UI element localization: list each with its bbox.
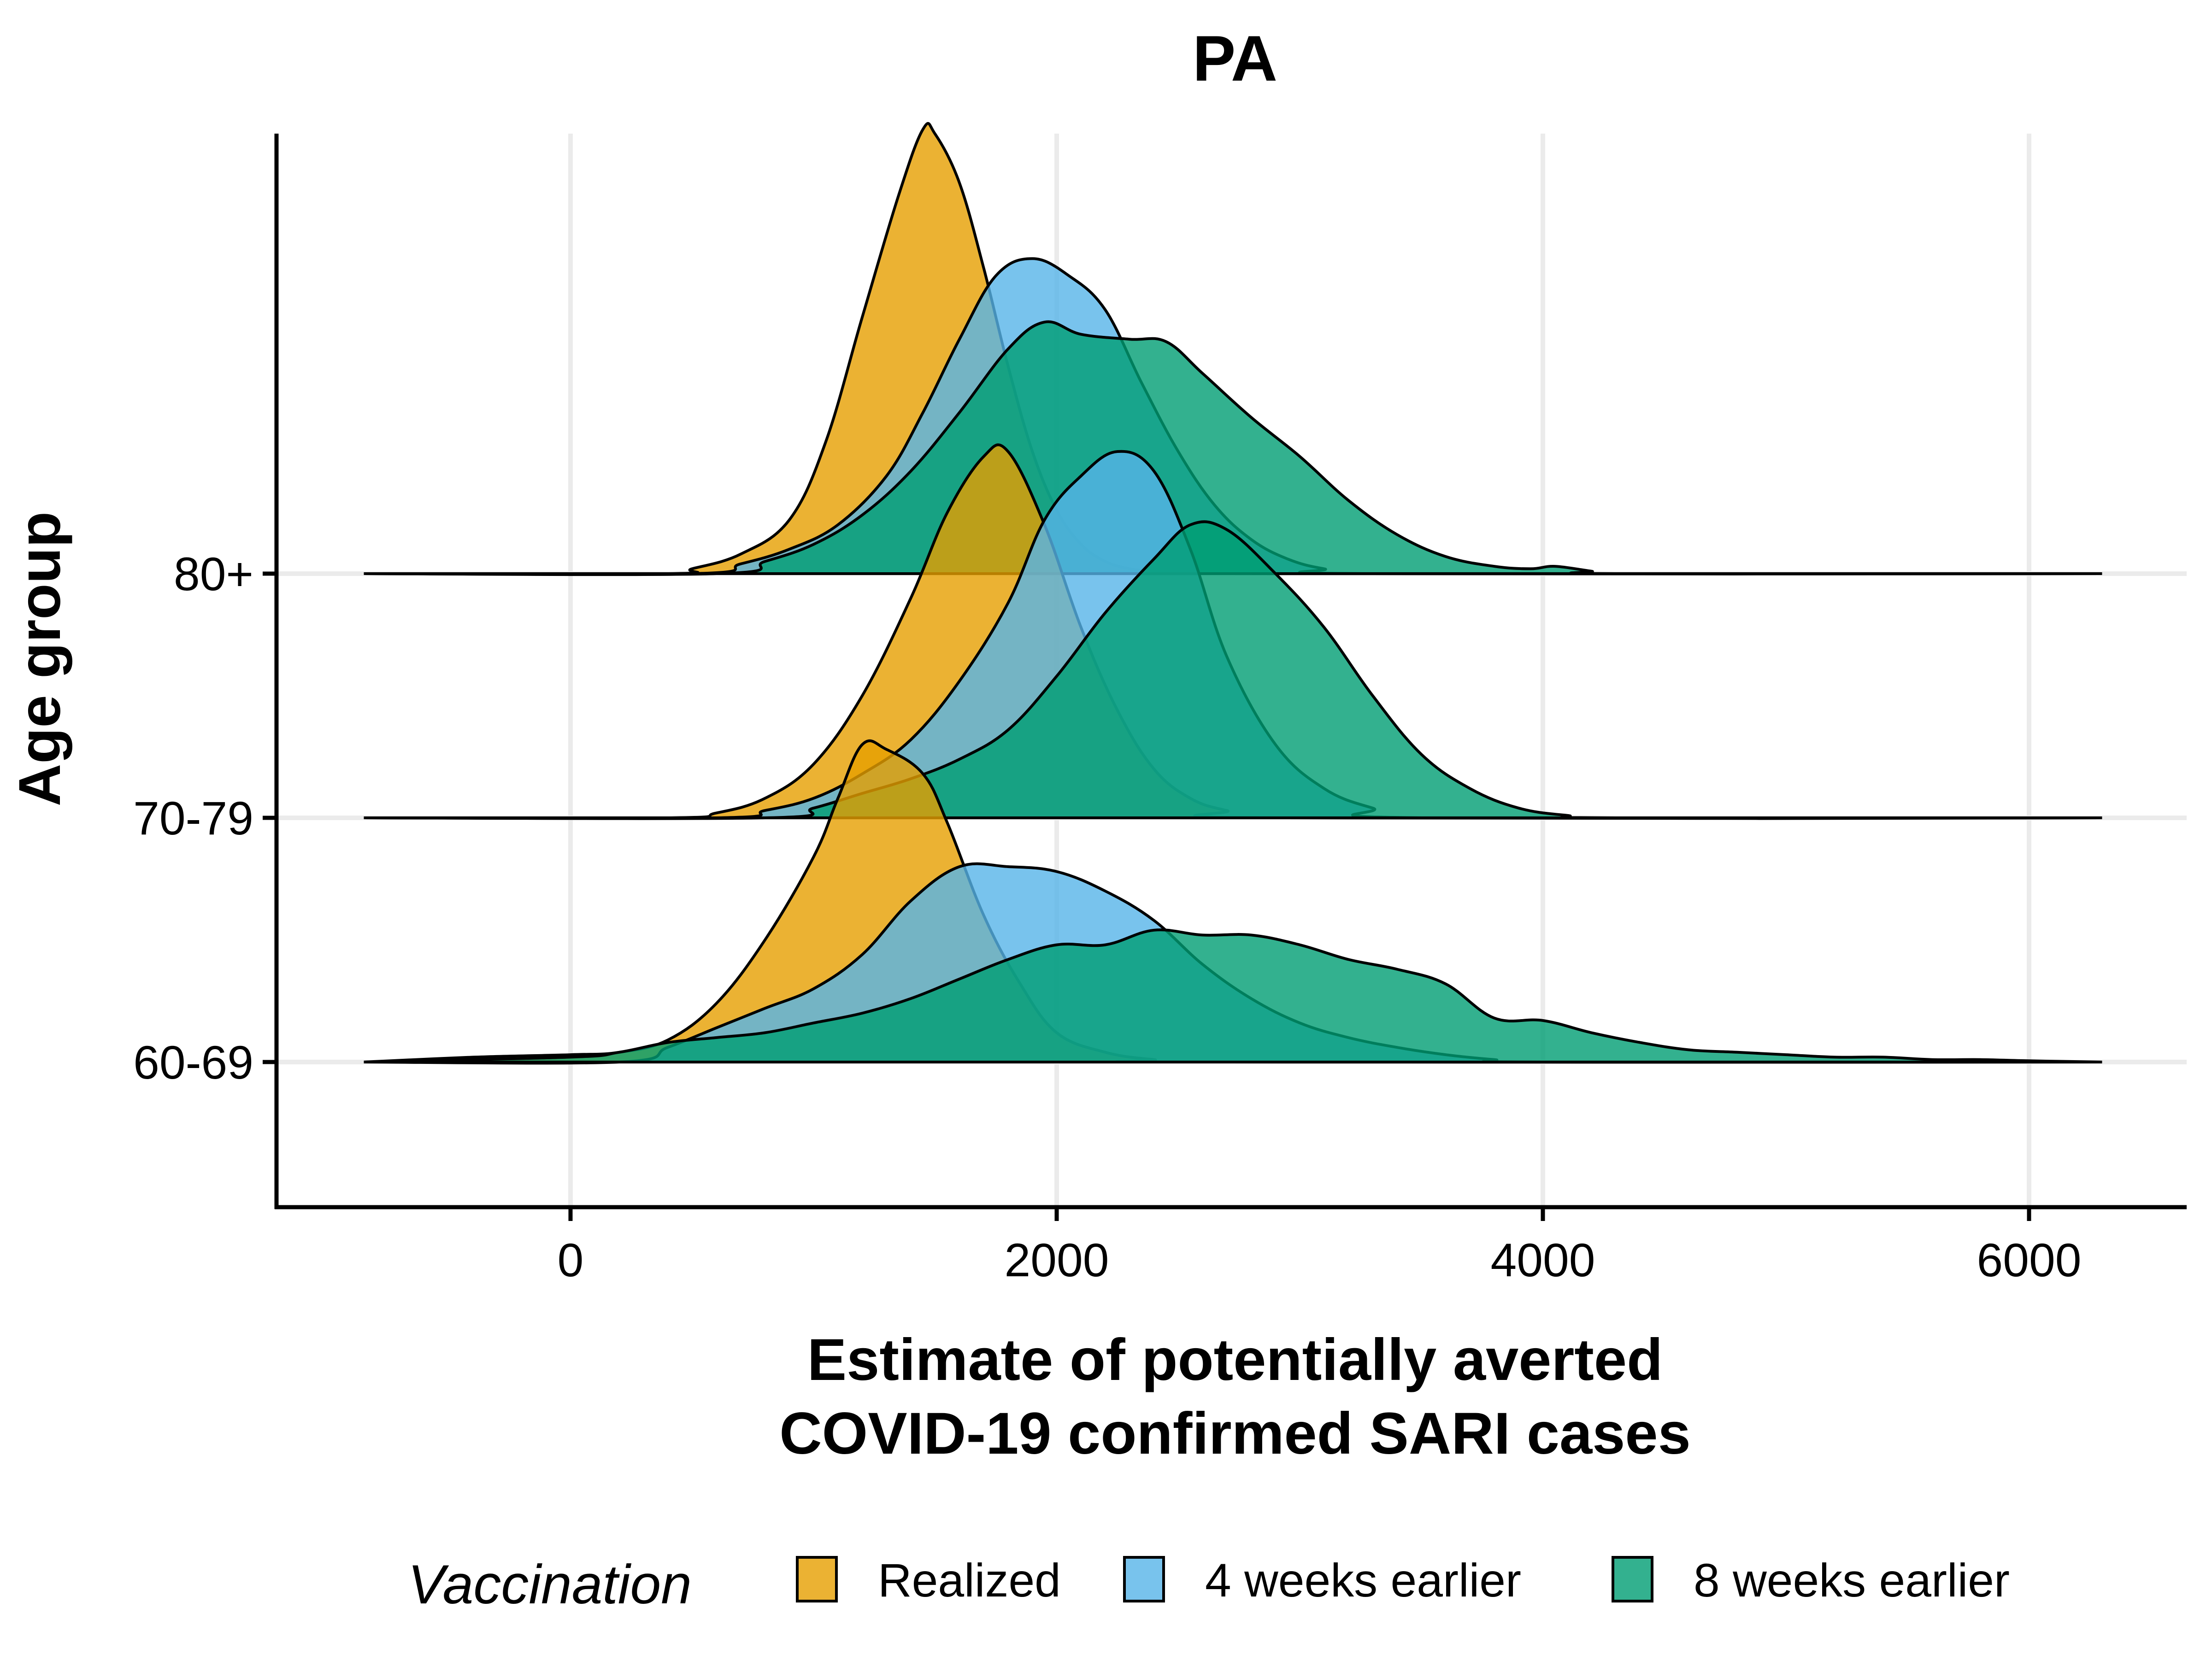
ridge-area-70-79-w8 <box>364 522 2102 819</box>
x-axis-title-line-1: Estimate of potentially averted <box>807 1327 1663 1393</box>
ridge-outline-60-69-w8 <box>364 928 2102 1063</box>
ridge-outline-70-79-w8 <box>364 520 2102 820</box>
ridge-area-60-69-w8 <box>364 930 2102 1062</box>
ridge-area-60-69-realized <box>364 740 2102 1062</box>
ridge-group-80+ <box>364 122 2102 576</box>
x-tick-label-2: 4000 <box>1491 1234 1595 1286</box>
y-tick-label-80+: 80+ <box>174 548 253 600</box>
legend-title: Vaccination <box>408 1554 692 1615</box>
legend-key-realized <box>796 1556 838 1602</box>
ridge-outline-80+-w8 <box>364 320 2102 576</box>
ridge-group-70-79 <box>364 443 2102 820</box>
ridge-area-80+-w8 <box>364 322 2102 575</box>
chart-title: PA <box>1193 22 1277 94</box>
legend-key-w4 <box>1123 1556 1165 1602</box>
x-tick-label-1: 2000 <box>1005 1234 1109 1286</box>
legend-label-w4: 4 weeks earlier <box>1205 1554 1521 1607</box>
x-tick-label-3: 6000 <box>1977 1234 2082 1286</box>
y-axis-title: Age group <box>7 511 73 806</box>
x-axis-title-line-2: COVID-19 confirmed SARI cases <box>779 1401 1691 1467</box>
legend-key-w8 <box>1612 1556 1653 1602</box>
legend-label-w8: 8 weeks earlier <box>1694 1554 2010 1607</box>
y-tick-label-60-69: 60-69 <box>133 1036 253 1089</box>
axes: 0 2000 4000 6000 80+ 70-79 60-69 <box>133 134 2187 1286</box>
legend: Vaccination Realized 4 weeks earlier 8 wee… <box>408 1554 2010 1615</box>
ridge-area-60-69-w4 <box>364 863 2102 1063</box>
y-tick-label-70-79: 70-79 <box>133 792 253 845</box>
ridge-areas <box>364 122 2102 1065</box>
ridge-group-60-69 <box>364 739 2102 1065</box>
legend-label-realized: Realized <box>878 1554 1061 1607</box>
x-tick-label-0: 0 <box>558 1234 584 1286</box>
